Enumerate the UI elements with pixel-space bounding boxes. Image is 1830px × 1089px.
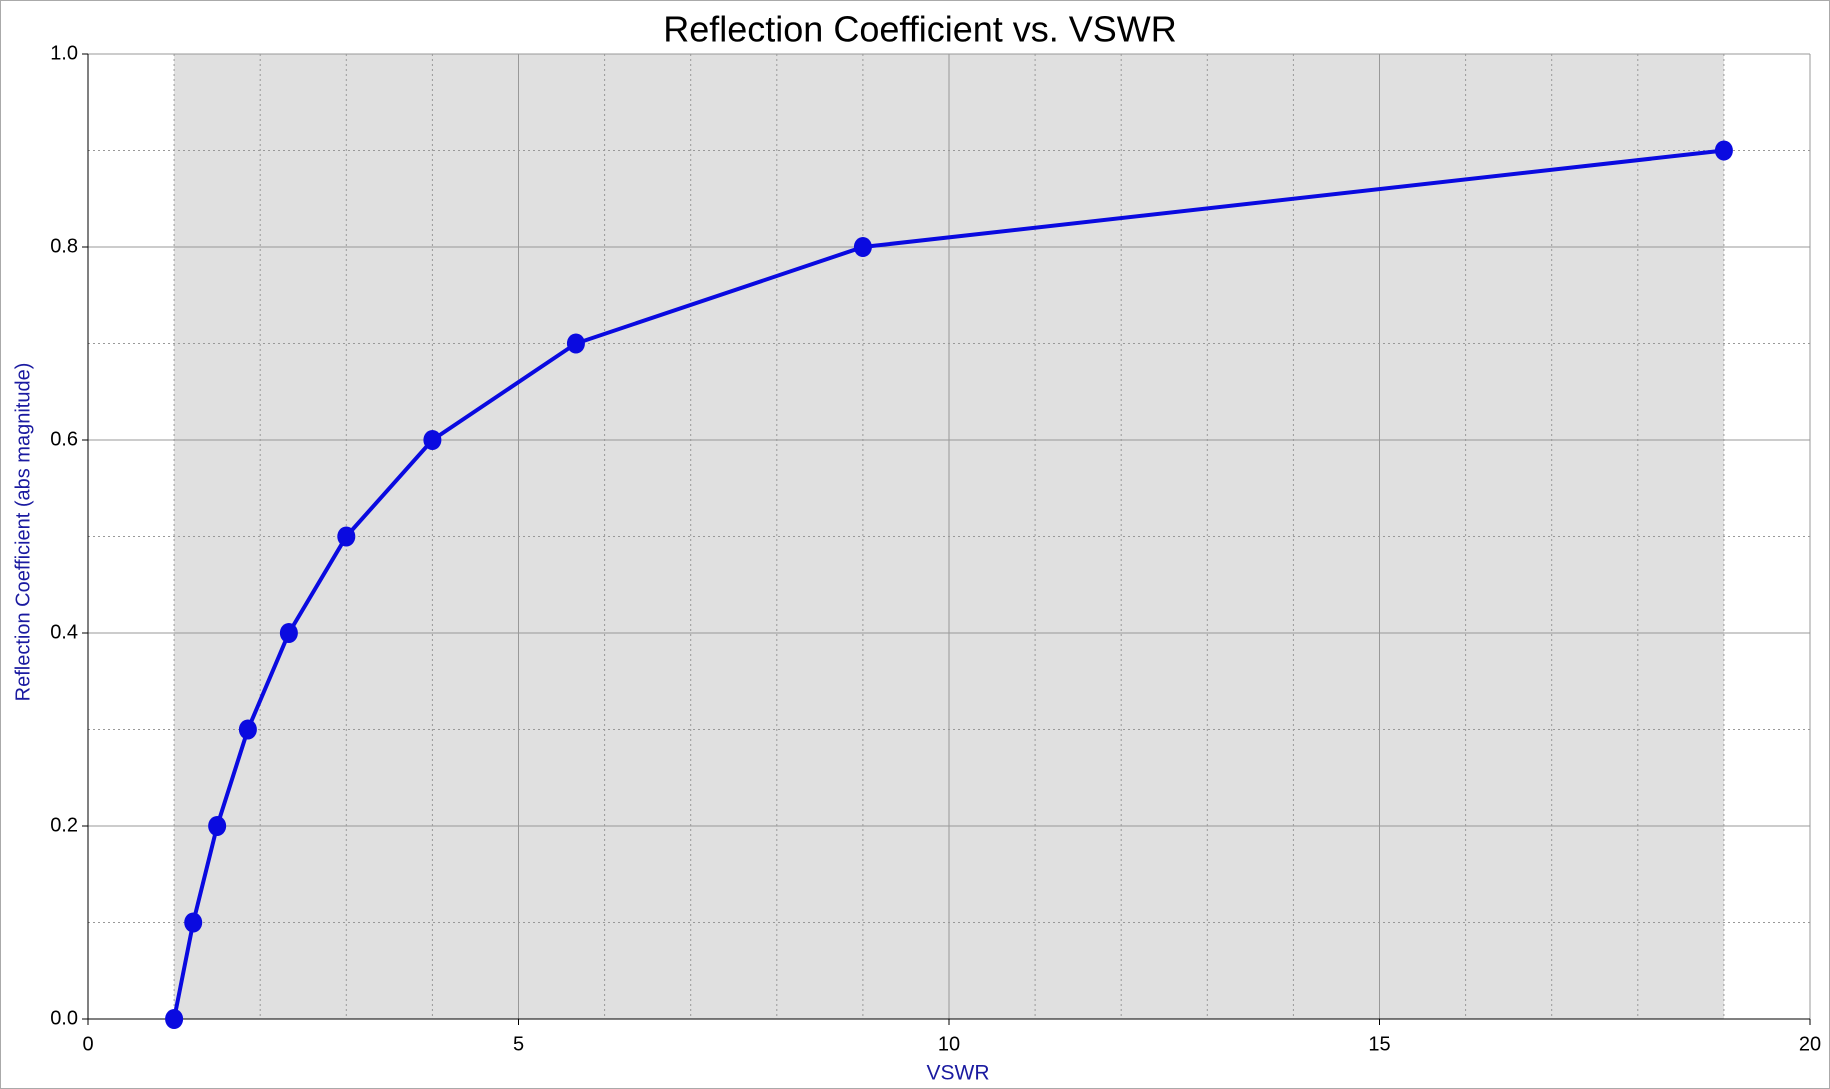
y-tick-label: 0.4 [50,621,78,643]
y-tick-label: 0.8 [50,235,78,257]
x-tick-label: 0 [82,1033,93,1055]
y-tick-label: 1.0 [50,42,78,64]
series-line [172,148,1725,1020]
data-point [423,430,442,450]
x-axis-label: VSWR [927,1062,990,1085]
data-point [566,333,585,354]
y-tick-label: 0.2 [50,814,78,836]
x-tick-label: 10 [938,1033,960,1055]
data-point [184,912,203,933]
data-point [337,526,356,547]
y-tick-label: 0.0 [50,1007,78,1029]
x-tick-label: 20 [1799,1033,1821,1055]
data-point [1714,140,1733,161]
data-point [208,816,227,836]
y-axis-label: Reflection Coefficient (abs magnitude) [12,363,34,702]
data-point [165,1009,184,1029]
x-tick-label: 5 [513,1033,524,1055]
data-point [853,237,872,257]
x-tick-label: 15 [1368,1033,1390,1055]
chart-title: Reflection Coefficient vs. VSWR [663,9,1177,50]
y-tick-label: 0.6 [50,428,78,450]
data-point [279,623,298,643]
data-point [238,719,257,740]
